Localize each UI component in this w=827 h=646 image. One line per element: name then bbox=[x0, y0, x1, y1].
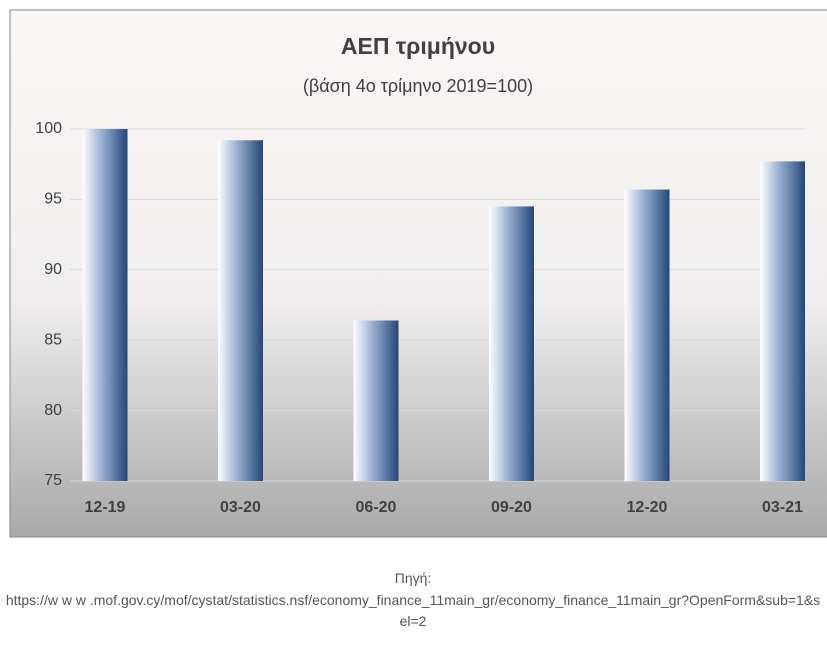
x-tick-label: 12-19 bbox=[85, 499, 126, 516]
bar bbox=[489, 206, 534, 481]
bar bbox=[353, 320, 399, 481]
x-tick-label: 09-20 bbox=[491, 499, 532, 516]
chart-subtitle: (βάση 4ο τρίμηνο 2019=100) bbox=[303, 76, 533, 96]
chart-title: ΑΕΠ τριμήνου bbox=[341, 33, 495, 59]
chart: ΑΕΠ τριμήνου (βάση 4ο τρίμηνο 2019=100) … bbox=[9, 9, 827, 538]
chart-background bbox=[9, 9, 827, 538]
x-tick-label: 12-20 bbox=[627, 499, 668, 516]
bar bbox=[760, 161, 805, 481]
y-tick-label: 75 bbox=[44, 472, 62, 489]
source-label: Πηγή: bbox=[394, 570, 432, 586]
x-tick-label: 06-20 bbox=[356, 499, 397, 516]
bar bbox=[624, 189, 670, 481]
bar bbox=[218, 140, 263, 482]
y-tick-label: 85 bbox=[44, 331, 62, 348]
source-url: https://w w w .mof.gov.cy/mof/cystat/sta… bbox=[5, 592, 821, 629]
y-tick-label: 100 bbox=[35, 120, 62, 137]
y-tick-label: 90 bbox=[44, 261, 62, 278]
y-tick-label: 80 bbox=[44, 402, 62, 419]
y-tick-label: 95 bbox=[44, 191, 62, 208]
x-tick-label: 03-20 bbox=[220, 499, 261, 516]
bar bbox=[82, 129, 128, 481]
x-tick-label: 03-21 bbox=[762, 499, 803, 516]
